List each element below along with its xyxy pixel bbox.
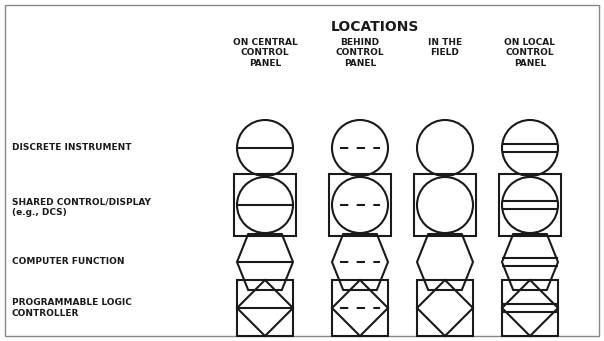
Text: PROGRAMMABLE LOGIC
CONTROLLER: PROGRAMMABLE LOGIC CONTROLLER bbox=[12, 298, 132, 318]
Text: ON CENTRAL
CONTROL
PANEL: ON CENTRAL CONTROL PANEL bbox=[233, 38, 297, 68]
Text: BEHIND
CONTROL
PANEL: BEHIND CONTROL PANEL bbox=[336, 38, 384, 68]
Bar bbox=[417, 280, 473, 336]
Bar bbox=[234, 174, 296, 236]
Text: COMPUTER FUNCTION: COMPUTER FUNCTION bbox=[12, 257, 124, 267]
Text: ON LOCAL
CONTROL
PANEL: ON LOCAL CONTROL PANEL bbox=[504, 38, 556, 68]
Bar bbox=[237, 280, 293, 336]
Bar bbox=[329, 174, 391, 236]
Text: SHARED CONTROL/DISPLAY
(e.g., DCS): SHARED CONTROL/DISPLAY (e.g., DCS) bbox=[12, 197, 151, 217]
Bar bbox=[414, 174, 476, 236]
Text: DISCRETE INSTRUMENT: DISCRETE INSTRUMENT bbox=[12, 144, 132, 152]
Text: LOCATIONS: LOCATIONS bbox=[330, 20, 419, 34]
Bar bbox=[332, 280, 388, 336]
Bar bbox=[502, 280, 558, 336]
Bar bbox=[499, 174, 561, 236]
Text: IN THE
FIELD: IN THE FIELD bbox=[428, 38, 462, 57]
